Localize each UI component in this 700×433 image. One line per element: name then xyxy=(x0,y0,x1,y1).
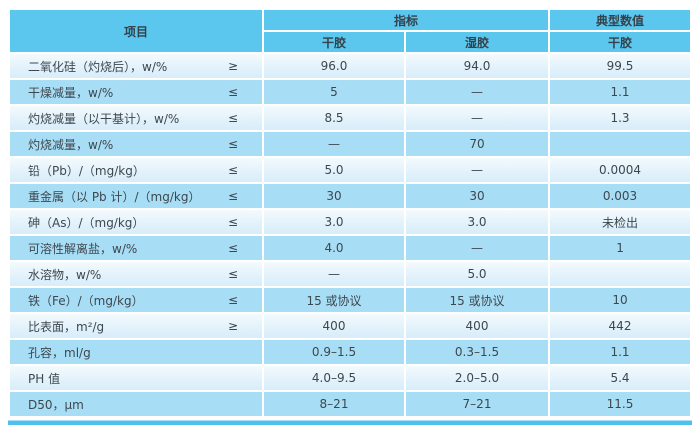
row-item-label: 灼烧减量，w/% xyxy=(28,137,114,152)
typical-value: 99.5 xyxy=(550,54,690,78)
row-item-label: 二氧化硅（灼烧后），w/% xyxy=(28,59,168,74)
wet-gel-value: — xyxy=(406,158,549,182)
row-item-label: 水溶物，w/% xyxy=(28,267,102,282)
wet-gel-value: 2.0–5.0 xyxy=(406,366,549,390)
relation-symbol: ≤ xyxy=(227,241,238,255)
typical-value: 1.1 xyxy=(550,80,690,104)
table-row: 砷（As）/（mg/kg） ≤ 3.0 3.0 未检出 xyxy=(10,210,690,234)
wet-gel-value: 15 或协议 xyxy=(406,288,549,312)
row-item-label: 干燥减量，w/% xyxy=(28,85,114,100)
row-item-label: 砷（As）/（mg/kg） xyxy=(28,215,145,230)
table-row: 铁（Fe）/（mg/kg） ≤ 15 或协议 15 或协议 10 xyxy=(10,288,690,312)
table-row: 比表面，m²/g ≥ 400 400 442 xyxy=(10,314,690,338)
relation-symbol: ≤ xyxy=(227,215,238,229)
typical-value: 0.0004 xyxy=(550,158,690,182)
typical-value: 10 xyxy=(550,288,690,312)
spec-table: 项目 指标 典型数值 干胶 湿胶 干胶 二氧化硅（灼烧后），w/% ≥ 96.0 … xyxy=(8,8,692,418)
typical-value: 0.003 xyxy=(550,184,690,208)
wet-gel-value: 0.3–1.5 xyxy=(406,340,549,364)
wet-gel-value: 7–21 xyxy=(406,392,549,416)
table-row: 铅（Pb）/（mg/kg） ≤ 5.0 — 0.0004 xyxy=(10,158,690,182)
typical-value: 未检出 xyxy=(550,210,690,234)
dry-gel-value: 3.0 xyxy=(264,210,404,234)
table-row: 二氧化硅（灼烧后），w/% ≥ 96.0 94.0 99.5 xyxy=(10,54,690,78)
typical-value: 1.3 xyxy=(550,106,690,130)
wet-gel-value: 400 xyxy=(406,314,549,338)
dry-gel-value: 400 xyxy=(264,314,404,338)
dry-gel-value: — xyxy=(264,262,404,286)
table-row: D50，μm 8–21 7–21 11.5 xyxy=(10,392,690,416)
dry-gel-value: 4.0 xyxy=(264,236,404,260)
row-item-label: D50，μm xyxy=(28,397,84,412)
wet-gel-value: 5.0 xyxy=(406,262,549,286)
bottom-accent-bar xyxy=(8,420,692,425)
relation-symbol: ≤ xyxy=(227,163,238,177)
wet-gel-value: — xyxy=(406,106,549,130)
subheader-dry-gel: 干胶 xyxy=(264,32,404,52)
table-row: 可溶性解离盐，w/% ≤ 4.0 — 1 xyxy=(10,236,690,260)
row-item-label: 灼烧减量（以干基计），w/% xyxy=(28,111,180,126)
row-item-label: 孔容，ml/g xyxy=(28,345,91,360)
relation-symbol: ≤ xyxy=(227,293,238,307)
dry-gel-value: 5.0 xyxy=(264,158,404,182)
dry-gel-value: 0.9–1.5 xyxy=(264,340,404,364)
row-item-label: 比表面，m²/g xyxy=(28,319,105,334)
dry-gel-value: 30 xyxy=(264,184,404,208)
row-item-label: 可溶性解离盐，w/% xyxy=(28,241,138,256)
wet-gel-value: — xyxy=(406,80,549,104)
table-row: 灼烧减量，w/% ≤ — 70 xyxy=(10,132,690,156)
subheader-typical-dry-gel: 干胶 xyxy=(550,32,690,52)
relation-symbol: ≥ xyxy=(227,59,238,73)
typical-value xyxy=(550,132,690,156)
dry-gel-value: 15 或协议 xyxy=(264,288,404,312)
relation-symbol: ≤ xyxy=(227,267,238,281)
wet-gel-value: 3.0 xyxy=(406,210,549,234)
row-item-label: PH 值 xyxy=(28,371,61,386)
typical-value: 1.1 xyxy=(550,340,690,364)
dry-gel-value: 96.0 xyxy=(264,54,404,78)
relation-symbol: ≤ xyxy=(227,189,238,203)
relation-symbol: ≤ xyxy=(227,137,238,151)
relation-symbol: ≥ xyxy=(227,319,238,333)
table-row: 灼烧减量（以干基计），w/% ≤ 8.5 — 1.3 xyxy=(10,106,690,130)
typical-value: 11.5 xyxy=(550,392,690,416)
wet-gel-value: 30 xyxy=(406,184,549,208)
dry-gel-value: 8–21 xyxy=(264,392,404,416)
table-row: 干燥减量，w/% ≤ 5 — 1.1 xyxy=(10,80,690,104)
table-row: 重金属（以 Pb 计）/（mg/kg） ≤ 30 30 0.003 xyxy=(10,184,690,208)
table-row: 孔容，ml/g 0.9–1.5 0.3–1.5 1.1 xyxy=(10,340,690,364)
dry-gel-value: 5 xyxy=(264,80,404,104)
header-typical: 典型数值 xyxy=(550,10,690,30)
typical-value xyxy=(550,262,690,286)
table-row: 水溶物，w/% ≤ — 5.0 xyxy=(10,262,690,286)
dry-gel-value: — xyxy=(264,132,404,156)
typical-value: 5.4 xyxy=(550,366,690,390)
wet-gel-value: 94.0 xyxy=(406,54,549,78)
header-indicator: 指标 xyxy=(264,10,549,30)
typical-value: 1 xyxy=(550,236,690,260)
typical-value: 442 xyxy=(550,314,690,338)
row-item-label: 铅（Pb）/（mg/kg） xyxy=(28,163,145,178)
table-row: PH 值 4.0–9.5 2.0–5.0 5.4 xyxy=(10,366,690,390)
relation-symbol: ≤ xyxy=(227,111,238,125)
row-item-label: 重金属（以 Pb 计）/（mg/kg） xyxy=(28,189,201,204)
header-item: 项目 xyxy=(10,10,262,52)
wet-gel-value: — xyxy=(406,236,549,260)
subheader-wet-gel: 湿胶 xyxy=(406,32,549,52)
dry-gel-value: 4.0–9.5 xyxy=(264,366,404,390)
row-item-label: 铁（Fe）/（mg/kg） xyxy=(28,293,144,308)
dry-gel-value: 8.5 xyxy=(264,106,404,130)
relation-symbol: ≤ xyxy=(227,85,238,99)
wet-gel-value: 70 xyxy=(406,132,549,156)
